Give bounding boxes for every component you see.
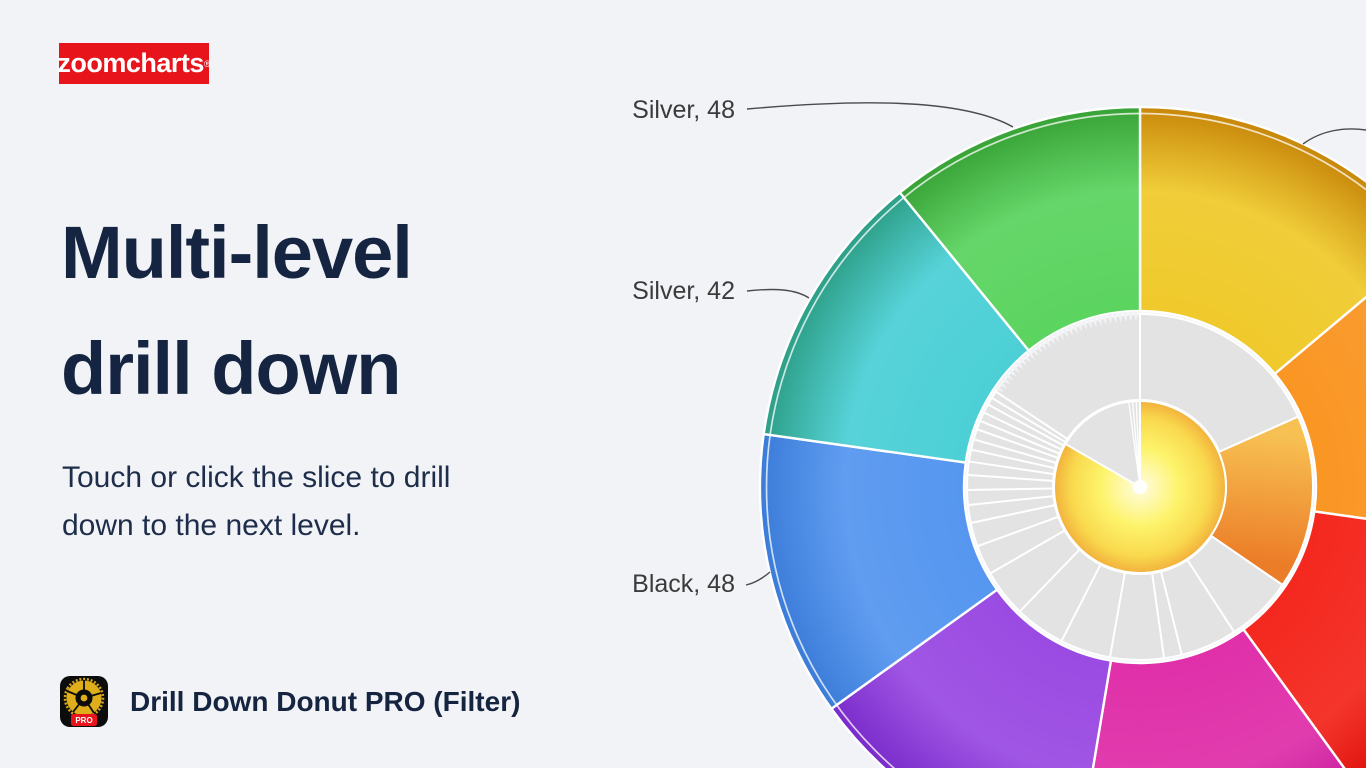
mid-ring-divider	[1108, 572, 1126, 658]
mid-ring-zigzag-tooth	[994, 384, 1005, 393]
mid-ring-zigzag-tooth	[1038, 340, 1047, 351]
mid-ring-zigzag-tooth	[1122, 311, 1128, 323]
mid-ring-zigzag-tooth	[1056, 329, 1064, 341]
slice-blue[interactable]	[758, 432, 999, 710]
label-leader-line	[746, 288, 810, 299]
mid-ring-divider	[1060, 564, 1102, 642]
mid-ring-zigzag-tooth	[1096, 315, 1102, 327]
mid-ring-zigzag-tooth	[997, 380, 1008, 389]
product-row: PRO Drill Down Donut PRO (Filter)	[60, 676, 520, 728]
mid-ring-divider	[968, 460, 1055, 476]
mid-ring-divider	[979, 419, 1061, 455]
mid-ring-zigzag-tooth	[1018, 356, 1028, 366]
mid-ring-zigzag-tooth	[1000, 376, 1011, 385]
slice-label-0: Silver, 48	[632, 96, 735, 124]
page-title-line2: drill down	[61, 327, 401, 410]
mid-ring-divider	[977, 515, 1059, 548]
slice-teal[interactable]	[762, 191, 1030, 464]
mid-ring-zigzag-tooth	[1101, 314, 1107, 325]
mid-ring-zigzag-tooth	[1022, 353, 1031, 363]
label-leader-line	[746, 102, 1014, 128]
mid-ring-divider	[967, 473, 1054, 482]
mid-ring-zigzag-tooth	[1086, 318, 1092, 329]
center-dot	[1133, 480, 1147, 494]
mid-ring-zigzag-tooth	[1076, 321, 1083, 332]
zoomcharts-logo[interactable]: zoomcharts ®	[57, 43, 211, 84]
mid-ring-divider	[970, 448, 1056, 470]
mid-ring-zigzag-tooth	[1026, 349, 1035, 360]
mid-ring-zigzag-tooth	[1061, 327, 1069, 338]
slice-gold[interactable]	[1138, 105, 1366, 376]
mid-ring-zigzag-tooth	[1052, 332, 1060, 343]
page-subtitle-line1: Touch or click the slice to drill	[62, 461, 451, 494]
mid-ring-divider	[1019, 548, 1081, 613]
mid-ring-divider	[970, 504, 1056, 524]
inner-circle-gray-wedge[interactable]	[1064, 400, 1141, 488]
slice-label-2: Black, 48	[632, 570, 735, 598]
label-leader-line	[1302, 128, 1366, 145]
mid-ring-zigzag-tooth	[1071, 323, 1078, 334]
mid-ring-zigzag-tooth	[1066, 325, 1073, 336]
registered-mark: ®	[203, 58, 211, 69]
mid-ring-divider	[1211, 535, 1284, 586]
product-name: Drill Down Donut PRO (Filter)	[130, 686, 521, 717]
slice-rim-highlight	[765, 112, 1366, 768]
mid-ring-zigzag-tooth	[1004, 372, 1014, 381]
mid-ring-zigzag-tooth	[1106, 313, 1113, 325]
mid-ring-divider	[989, 529, 1066, 575]
mid-ring-zigzag-tooth	[1047, 334, 1056, 345]
mid-ring-divider	[1219, 415, 1299, 453]
mid-ring-zigzag-tooth	[1007, 368, 1017, 377]
slice-purple[interactable]	[830, 588, 1113, 768]
mid-ring-divider	[1160, 571, 1183, 656]
label-leader-line	[745, 571, 771, 586]
zoomcharts-logo-text: zoomcharts	[57, 48, 204, 78]
pro-badge-text: PRO	[75, 716, 92, 725]
mid-ring-zigzag-tooth	[1081, 319, 1087, 331]
slice-green[interactable]	[898, 105, 1142, 352]
slice-red[interactable]	[1242, 510, 1366, 768]
pro-badge	[71, 714, 97, 726]
mid-ring-divider	[987, 403, 1065, 447]
mid-ring-divider	[973, 438, 1057, 464]
slice-magenta[interactable]	[1077, 628, 1363, 768]
mid-ring-divider	[1186, 559, 1236, 633]
mid-ring-zigzag-tooth	[1034, 343, 1043, 354]
mid-ring-divider	[991, 397, 1066, 444]
slice-orange[interactable]	[1273, 243, 1366, 540]
mid-ring-divider	[983, 411, 1062, 451]
mid-ring-zigzag-tooth	[1112, 312, 1118, 324]
mid-ring-zigzag-tooth	[1117, 312, 1123, 323]
product-icon: PRO	[60, 676, 108, 727]
mid-ring-zigzag-tooth	[1014, 360, 1024, 370]
page-title: Multi-level drill down	[61, 195, 413, 427]
mid-ring-zigzag-tooth	[1127, 311, 1134, 322]
slice-label-1: Silver, 42	[632, 277, 735, 305]
mid-ring-divider	[976, 428, 1059, 459]
mid-ring-zigzag-tooth	[1030, 346, 1039, 357]
mid-ring-divider	[967, 487, 1054, 492]
mid-ring-zigzag-tooth	[1043, 337, 1051, 348]
mid-ring-divider	[1151, 573, 1166, 659]
mid-ring-zigzag-tooth	[1133, 311, 1139, 322]
page-subtitle-line2: down to the next level.	[62, 509, 361, 542]
page-subtitle: Touch or click the slice to drill down t…	[62, 454, 450, 550]
mid-ring-zigzag-tooth	[1091, 316, 1097, 328]
mid-ring-zigzag-tooth	[1010, 364, 1021, 373]
page-title-line1: Multi-level	[61, 211, 413, 294]
mid-ring-divider	[995, 390, 1069, 440]
mid-ring-divider	[967, 495, 1054, 507]
